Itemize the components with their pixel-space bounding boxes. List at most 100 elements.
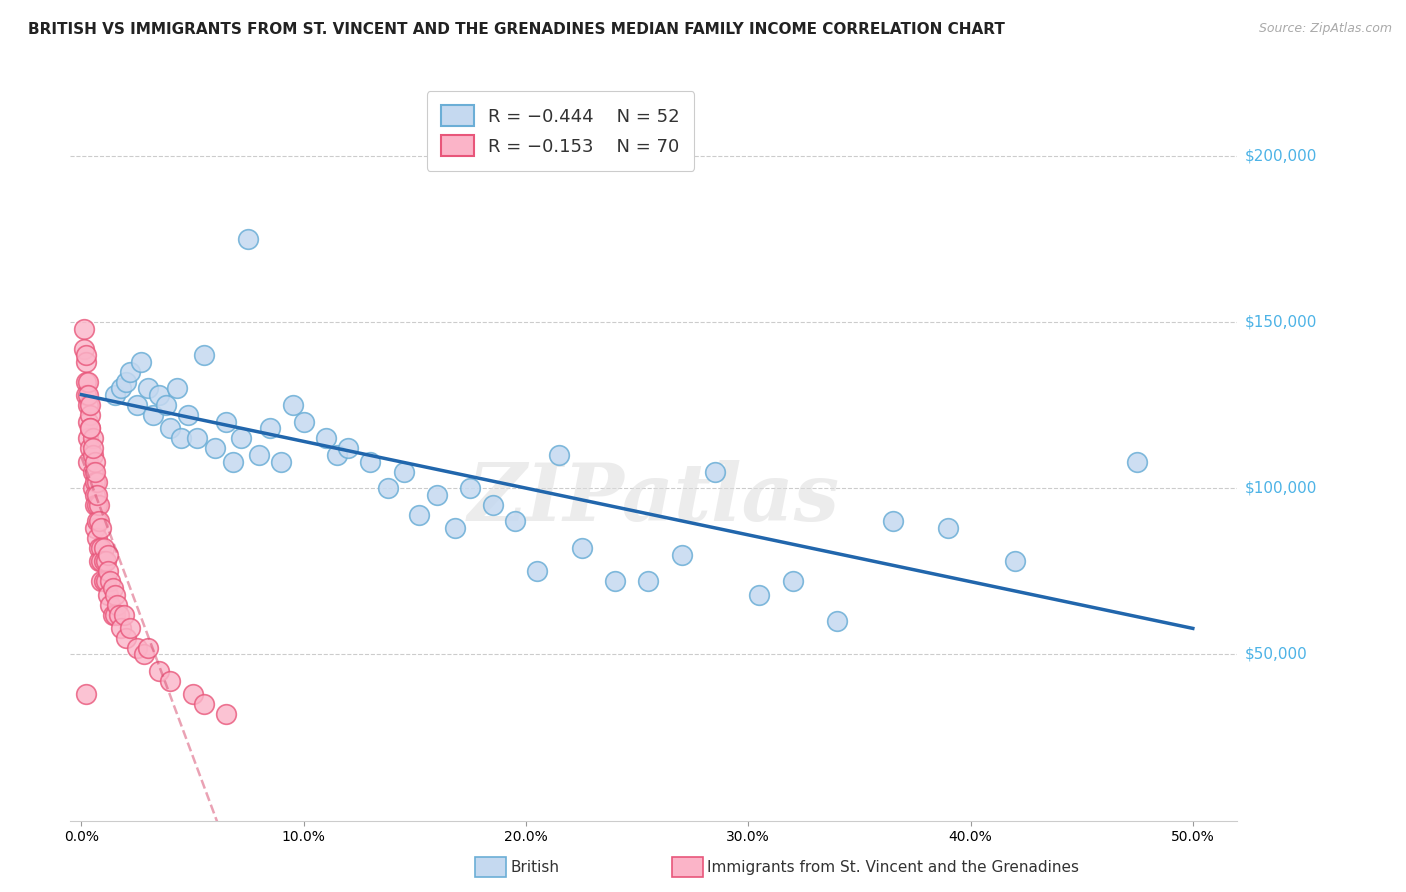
Point: [86, 515, 108, 529]
Point: [215, 415, 238, 429]
Point: [281, 398, 304, 412]
Point: [155, 398, 177, 412]
Point: [79, 398, 101, 412]
Point: [83, 521, 105, 535]
Point: [131, 355, 153, 369]
Point: [315, 431, 337, 445]
Point: [94, 554, 117, 568]
Point: [83, 498, 105, 512]
Point: [77, 431, 100, 445]
Point: [392, 465, 415, 479]
Point: [83, 454, 105, 468]
Point: [1004, 554, 1026, 568]
Point: [75, 348, 97, 362]
Point: [82, 465, 104, 479]
Point: [77, 375, 100, 389]
Point: [77, 398, 100, 412]
Point: [86, 531, 108, 545]
Point: [90, 554, 112, 568]
Point: [90, 521, 112, 535]
Point: [571, 541, 593, 555]
Point: [408, 508, 430, 522]
Legend: R = −0.444    N = 52, R = −0.153    N = 70: R = −0.444 N = 52, R = −0.153 N = 70: [426, 91, 695, 170]
Text: $200,000: $200,000: [1244, 148, 1316, 163]
Point: [141, 408, 163, 422]
Point: [72, 342, 94, 356]
Point: [112, 607, 135, 622]
Text: $150,000: $150,000: [1244, 315, 1316, 329]
Point: [79, 408, 101, 422]
Point: [77, 388, 100, 402]
Point: [159, 421, 181, 435]
Point: [603, 574, 626, 589]
Point: [359, 454, 381, 468]
Point: [82, 442, 104, 456]
Text: BRITISH VS IMMIGRANTS FROM ST. VINCENT AND THE GRENADINES MEDIAN FAMILY INCOME C: BRITISH VS IMMIGRANTS FROM ST. VINCENT A…: [28, 22, 1005, 37]
Point: [148, 388, 170, 402]
Point: [426, 488, 449, 502]
Point: [83, 465, 105, 479]
Point: [82, 431, 104, 445]
Point: [259, 421, 281, 435]
Point: [703, 465, 725, 479]
Point: [231, 431, 253, 445]
Point: [326, 448, 349, 462]
Point: [86, 475, 108, 489]
Text: $50,000: $50,000: [1244, 647, 1308, 662]
Point: [110, 621, 132, 635]
Point: [101, 581, 124, 595]
Text: $100,000: $100,000: [1244, 481, 1316, 496]
Text: Source: ZipAtlas.com: Source: ZipAtlas.com: [1258, 22, 1392, 36]
Point: [481, 498, 503, 512]
Point: [115, 375, 138, 389]
Point: [90, 541, 112, 555]
Point: [97, 588, 120, 602]
Point: [247, 448, 270, 462]
Point: [193, 348, 215, 362]
Point: [215, 707, 238, 722]
Point: [89, 498, 111, 512]
Point: [104, 388, 127, 402]
Point: [221, 454, 243, 468]
Point: [105, 598, 128, 612]
Point: [882, 515, 904, 529]
Point: [86, 498, 108, 512]
Point: [148, 664, 170, 678]
Point: [98, 598, 121, 612]
Point: [136, 640, 159, 655]
Point: [166, 381, 188, 395]
Point: [181, 687, 204, 701]
Point: [75, 375, 97, 389]
Point: [94, 574, 117, 589]
Point: [89, 515, 111, 529]
Point: [270, 454, 292, 468]
Point: [136, 381, 159, 395]
Point: [193, 698, 215, 712]
Point: [204, 442, 226, 456]
Point: [782, 574, 804, 589]
Point: [79, 421, 101, 435]
Point: [444, 521, 467, 535]
Point: [89, 541, 111, 555]
Point: [72, 321, 94, 335]
Point: [83, 488, 105, 502]
Point: [159, 673, 181, 688]
Point: [115, 631, 138, 645]
Point: [82, 448, 104, 462]
Point: [337, 442, 360, 456]
Text: British: British: [510, 860, 560, 874]
Point: [79, 442, 101, 456]
Point: [93, 541, 115, 555]
Point: [75, 687, 97, 701]
Point: [236, 232, 259, 246]
Point: [77, 454, 100, 468]
Text: Immigrants from St. Vincent and the Grenadines: Immigrants from St. Vincent and the Gren…: [707, 860, 1080, 874]
Point: [98, 574, 121, 589]
Point: [86, 488, 108, 502]
Point: [526, 564, 548, 578]
Point: [79, 421, 101, 435]
Point: [936, 521, 959, 535]
Point: [110, 381, 132, 395]
Point: [548, 448, 571, 462]
Point: [637, 574, 659, 589]
